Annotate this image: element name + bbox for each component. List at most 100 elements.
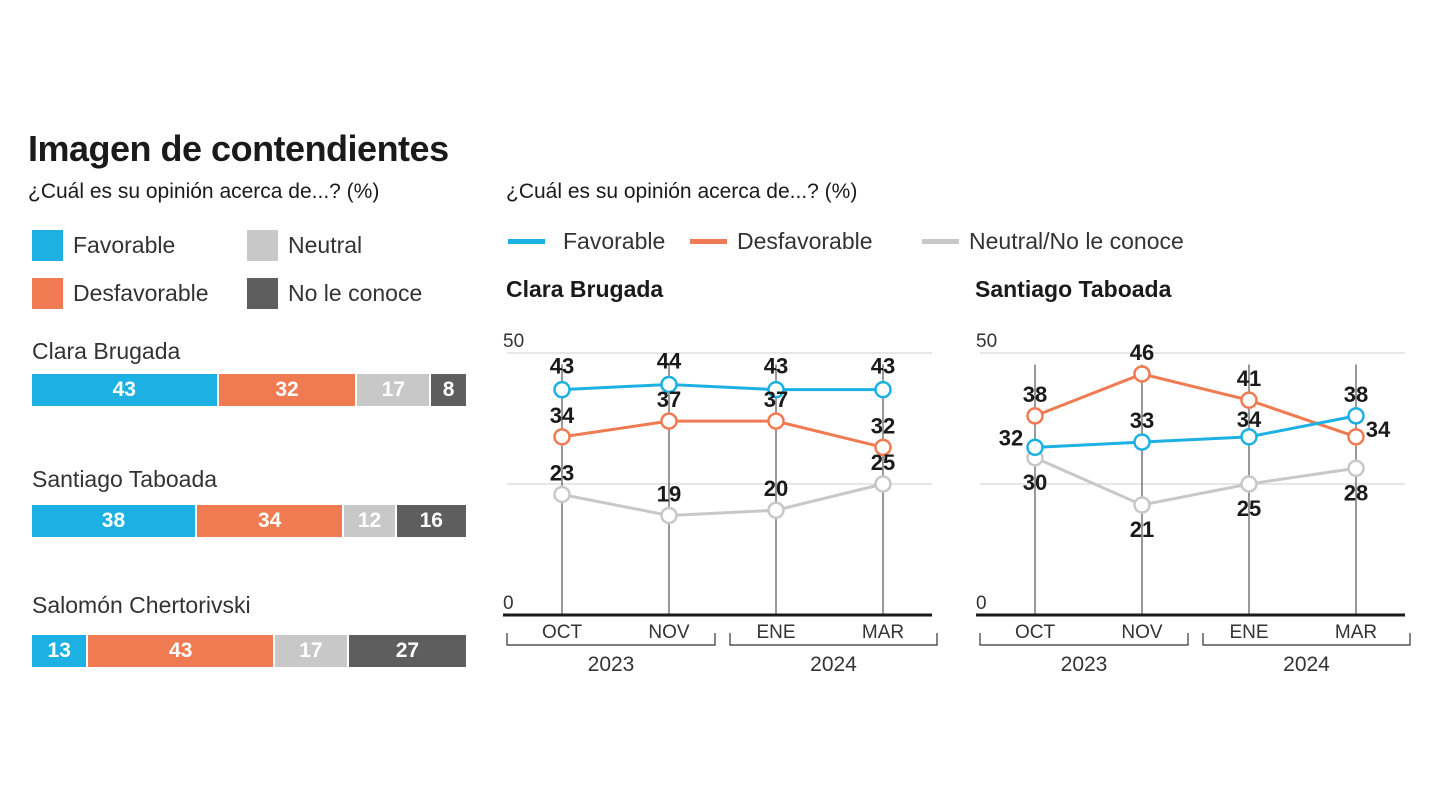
bar-segment-favorable: 13 <box>32 635 89 667</box>
data-label: 43 <box>871 354 895 379</box>
legend-swatch-no-conoce <box>247 278 278 309</box>
data-point-desfavorable <box>874 438 892 457</box>
data-label: 44 <box>657 348 682 373</box>
data-point-favorable <box>1347 407 1365 425</box>
x-tick-label: NOV <box>648 622 690 643</box>
year-label: 2023 <box>1061 653 1108 676</box>
data-point-desfavorable <box>1240 391 1258 409</box>
x-tick-label: ENE <box>1229 622 1268 643</box>
data-label: 43 <box>764 354 788 379</box>
legend-swatch-favorable <box>32 230 63 261</box>
stacked-bar: 13 43 17 27 <box>32 635 466 667</box>
data-point-favorable <box>660 375 678 394</box>
legend-label: Neutral/No le conoce <box>969 228 1184 254</box>
legend-item-desfavorable: Desfavorable <box>32 278 209 309</box>
year-label: 2024 <box>1283 653 1330 676</box>
year-bracket <box>506 633 716 646</box>
data-point-desfavorable <box>1026 407 1044 425</box>
data-label: 30 <box>1023 470 1047 495</box>
x-tick-label: OCT <box>542 622 583 643</box>
line-legend-swatch <box>922 239 959 244</box>
data-label: 41 <box>1237 366 1261 391</box>
legend-item-neutral: Neutral <box>247 230 362 261</box>
data-label: 25 <box>1237 496 1261 521</box>
data-point-desfavorable <box>660 412 678 430</box>
legend-label: No le conoce <box>288 280 423 306</box>
candidate-name: Clara Brugada <box>32 338 181 364</box>
series-line-favorable <box>1034 414 1357 449</box>
data-point-desfavorable <box>553 428 571 446</box>
line-legend-favorable: Favorable <box>508 228 665 255</box>
line-chart-title: Clara Brugada <box>506 276 664 302</box>
y-tick-label: 50 <box>976 331 997 352</box>
legend-item-no-conoce: No le conoce <box>247 278 422 309</box>
data-label: 23 <box>550 460 574 485</box>
data-label: 34 <box>550 403 575 428</box>
data-point-neutral <box>553 485 571 504</box>
data-point-favorable <box>1240 428 1258 446</box>
data-label: 21 <box>1130 517 1154 542</box>
legend-swatch-neutral <box>247 230 278 261</box>
bar-segment-no-conoce: 16 <box>396 505 466 537</box>
line-chart-santiago-taboada: 0 50 OCT NOV ENE MAR 2023 2024 30 21 25 28 38 46 41 34 3… <box>976 331 1411 676</box>
data-label: 38 <box>1344 382 1368 407</box>
year-bracket <box>729 633 938 646</box>
bar-segment-no-conoce: 27 <box>348 635 466 667</box>
data-point-neutral <box>767 501 785 519</box>
bar-segment-neutral: 12 <box>344 505 397 537</box>
y-tick-label: 0 <box>976 593 987 614</box>
series-line-neutral <box>1034 456 1357 507</box>
data-label: 20 <box>764 476 788 501</box>
data-label: 34 <box>1366 417 1391 442</box>
data-label: 32 <box>871 413 895 438</box>
bar-segment-favorable: 38 <box>32 505 197 537</box>
stacked-bar: 38 34 12 16 <box>32 505 466 537</box>
bar-segment-neutral: 17 <box>275 635 349 667</box>
data-label: 19 <box>657 481 681 506</box>
x-tick-label: MAR <box>862 622 904 643</box>
legend-swatch-desfavorable <box>32 278 63 309</box>
data-label: 28 <box>1344 480 1368 505</box>
data-point-neutral <box>1133 496 1151 514</box>
data-point-neutral <box>660 506 678 525</box>
x-tick-label: OCT <box>1015 622 1056 643</box>
bar-segment-no-conoce: 8 <box>431 374 466 406</box>
data-label: 43 <box>550 354 574 379</box>
x-tick-label: NOV <box>1121 622 1163 643</box>
data-label: 37 <box>764 387 788 412</box>
data-label: 37 <box>657 387 681 412</box>
legend-label: Neutral <box>288 232 363 258</box>
data-point-neutral <box>874 475 892 493</box>
series-line-neutral <box>561 482 884 517</box>
legend-label: Desfavorable <box>737 228 873 254</box>
data-point-neutral <box>1240 475 1258 493</box>
data-label: 32 <box>999 425 1023 450</box>
data-point-neutral <box>1347 459 1365 478</box>
candidate-name: Salomón Chertorivski <box>32 592 251 618</box>
data-point-desfavorable <box>1347 428 1365 446</box>
line-chart-title: Santiago Taboada <box>975 276 1172 302</box>
data-point-favorable <box>553 380 571 399</box>
page-title: Imagen de contendientes <box>28 128 449 169</box>
y-tick-label: 0 <box>503 593 514 614</box>
bar-segment-desfavorable: 43 <box>88 635 276 667</box>
series-line-favorable <box>561 382 883 392</box>
bar-segment-desfavorable: 32 <box>218 374 358 406</box>
series-line-desfavorable <box>1034 372 1357 439</box>
x-tick-label: MAR <box>1335 622 1377 643</box>
data-point-desfavorable <box>1133 365 1151 383</box>
candidate-name: Santiago Taboada <box>32 466 218 492</box>
data-label: 46 <box>1130 340 1154 365</box>
legend-label: Favorable <box>563 228 666 254</box>
bar-segment-neutral: 17 <box>357 374 432 406</box>
line-chart-clara-brugada: 0 50 OCT NOV ENE MAR 2023 2024 23 19 20 25 34 37 37 32 4… <box>503 331 938 676</box>
line-legend-neutral: Neutral/No le conoce <box>922 228 1184 255</box>
x-tick-label: ENE <box>756 622 795 643</box>
legend-label: Desfavorable <box>73 280 209 306</box>
data-label: 38 <box>1023 382 1047 407</box>
data-label: 25 <box>871 450 895 475</box>
data-label: 33 <box>1130 408 1154 433</box>
line-legend-desfavorable: Desfavorable <box>690 228 873 255</box>
bar-segment-desfavorable: 34 <box>196 505 345 537</box>
stacked-bar: 43 32 17 8 <box>32 374 466 406</box>
